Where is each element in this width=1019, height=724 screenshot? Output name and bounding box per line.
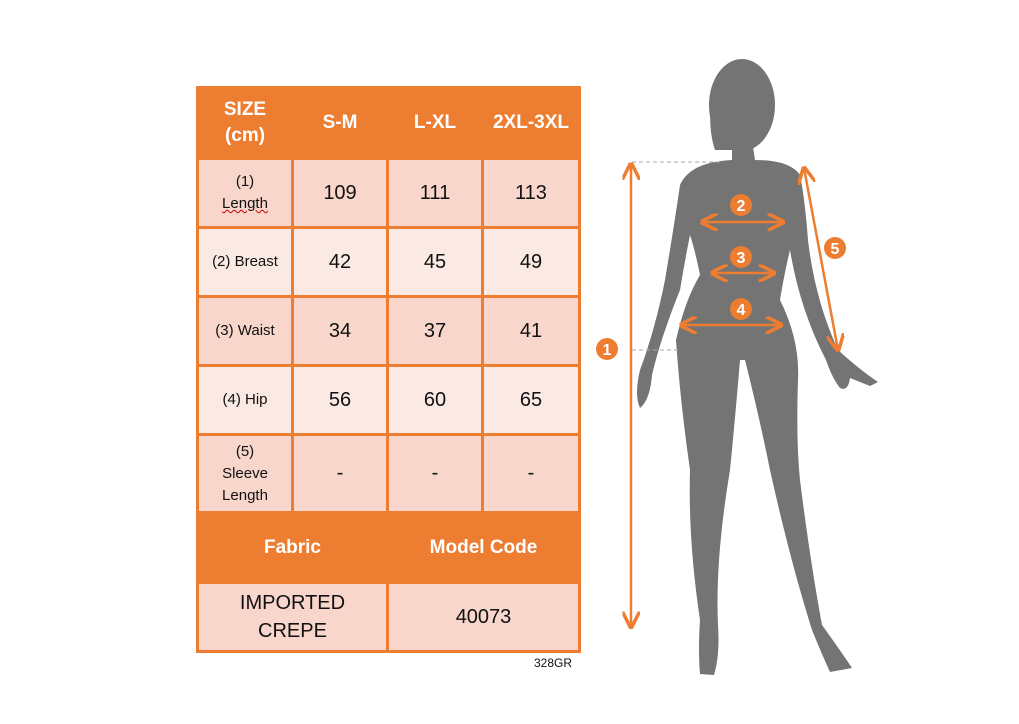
cell: 56	[291, 364, 389, 436]
table-row: (2) Breast 42 45 49	[196, 226, 581, 298]
fabric-value: IMPORTED CREPE	[196, 581, 389, 653]
label-line: Sleeve	[222, 464, 268, 482]
marker-4: 4	[737, 302, 746, 319]
cell: 41	[481, 295, 581, 367]
label-line: Length	[222, 486, 268, 504]
header-s-m: S-M	[291, 86, 389, 160]
row-label: (4) Hip	[196, 364, 294, 436]
marker-3: 3	[737, 250, 746, 267]
fabric-row: IMPORTED CREPE 40073	[196, 581, 581, 653]
label-line: (5)	[235, 442, 255, 460]
cell: -	[386, 433, 484, 514]
cell: -	[291, 433, 389, 514]
model-code-value: 40073	[386, 581, 581, 653]
label-line: Length	[222, 195, 268, 212]
row-label: (1) Length	[196, 157, 294, 229]
size-table: SIZE (cm) S-M L-XL 2XL-3XL (1) Length 109 …	[196, 86, 581, 653]
cell: 109	[291, 157, 389, 229]
header-size: SIZE (cm)	[196, 86, 294, 160]
row-label: (5) Sleeve Length	[196, 433, 294, 514]
cell: 49	[481, 226, 581, 298]
fabric-line: CREPE	[258, 620, 327, 642]
markers	[596, 194, 846, 360]
measurement-arrows	[631, 164, 838, 627]
marker-2: 2	[737, 198, 746, 215]
header-fabric: Fabric	[196, 511, 389, 584]
table-row: (4) Hip 56 60 65	[196, 364, 581, 436]
header-l-xl: L-XL	[386, 86, 484, 160]
woman-silhouette	[637, 59, 878, 675]
header-line: (cm)	[224, 125, 266, 146]
cell: 42	[291, 226, 389, 298]
label-line: (1)	[235, 173, 255, 190]
row-label: (3) Waist	[196, 295, 294, 367]
table-row: (3) Waist 34 37 41	[196, 295, 581, 367]
row-label: (2) Breast	[196, 226, 294, 298]
cell: 111	[386, 157, 484, 229]
cell: 37	[386, 295, 484, 367]
table-row: (5) Sleeve Length - - -	[196, 433, 581, 514]
cell: 113	[481, 157, 581, 229]
header-line: SIZE	[223, 99, 267, 120]
cell: -	[481, 433, 581, 514]
table-row: (1) Length 109 111 113	[196, 157, 581, 229]
fabric-header-row: Fabric Model Code	[196, 511, 581, 584]
product-code: 328GR	[534, 656, 573, 670]
marker-5: 5	[831, 241, 840, 258]
cell: 65	[481, 364, 581, 436]
size-header-row: SIZE (cm) S-M L-XL 2XL-3XL	[196, 86, 581, 160]
marker-1: 1	[603, 342, 612, 359]
fabric-line: IMPORTED	[239, 592, 346, 614]
cell: 34	[291, 295, 389, 367]
cell: 45	[386, 226, 484, 298]
header-2xl-3xl: 2XL-3XL	[481, 86, 581, 160]
header-model-code: Model Code	[386, 511, 581, 584]
guide-lines	[632, 161, 722, 351]
sleeve-arrow	[804, 168, 838, 350]
cell: 60	[386, 364, 484, 436]
